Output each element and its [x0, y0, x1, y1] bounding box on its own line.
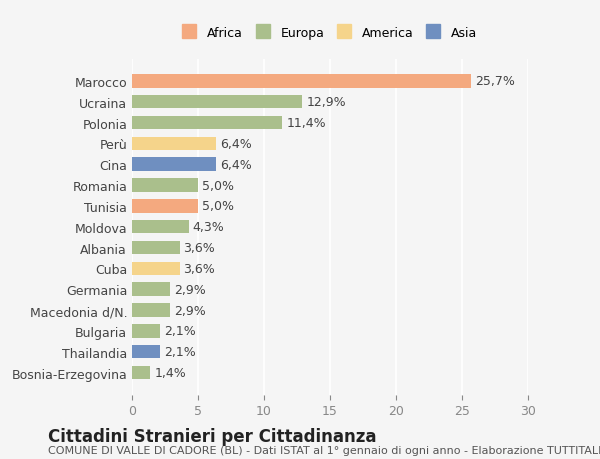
Text: 5,0%: 5,0%: [202, 179, 234, 192]
Bar: [132, 366, 151, 380]
Bar: [132, 117, 283, 130]
Text: 1,4%: 1,4%: [154, 366, 186, 379]
Text: COMUNE DI VALLE DI CADORE (BL) - Dati ISTAT al 1° gennaio di ogni anno - Elabora: COMUNE DI VALLE DI CADORE (BL) - Dati IS…: [48, 445, 600, 455]
Text: 12,9%: 12,9%: [306, 96, 346, 109]
Text: 2,9%: 2,9%: [174, 283, 206, 296]
Text: 5,0%: 5,0%: [202, 200, 234, 213]
Bar: [132, 158, 217, 172]
Text: 25,7%: 25,7%: [475, 75, 515, 88]
Text: 2,9%: 2,9%: [174, 304, 206, 317]
Bar: [132, 220, 189, 234]
Bar: [132, 95, 302, 109]
Bar: [132, 262, 179, 275]
Bar: [132, 283, 170, 297]
Text: 6,4%: 6,4%: [220, 138, 252, 151]
Bar: [132, 137, 217, 151]
Bar: [132, 303, 170, 317]
Bar: [132, 241, 179, 255]
Text: 3,6%: 3,6%: [184, 262, 215, 275]
Text: 2,1%: 2,1%: [164, 346, 196, 358]
Legend: Africa, Europa, America, Asia: Africa, Europa, America, Asia: [179, 22, 481, 44]
Bar: [132, 179, 198, 192]
Text: 3,6%: 3,6%: [184, 241, 215, 254]
Bar: [132, 200, 198, 213]
Text: Cittadini Stranieri per Cittadinanza: Cittadini Stranieri per Cittadinanza: [48, 427, 377, 445]
Text: 4,3%: 4,3%: [193, 221, 224, 234]
Text: 6,4%: 6,4%: [220, 158, 252, 171]
Bar: [132, 345, 160, 359]
Text: 2,1%: 2,1%: [164, 325, 196, 338]
Bar: [132, 75, 471, 89]
Text: 11,4%: 11,4%: [286, 117, 326, 130]
Bar: [132, 325, 160, 338]
